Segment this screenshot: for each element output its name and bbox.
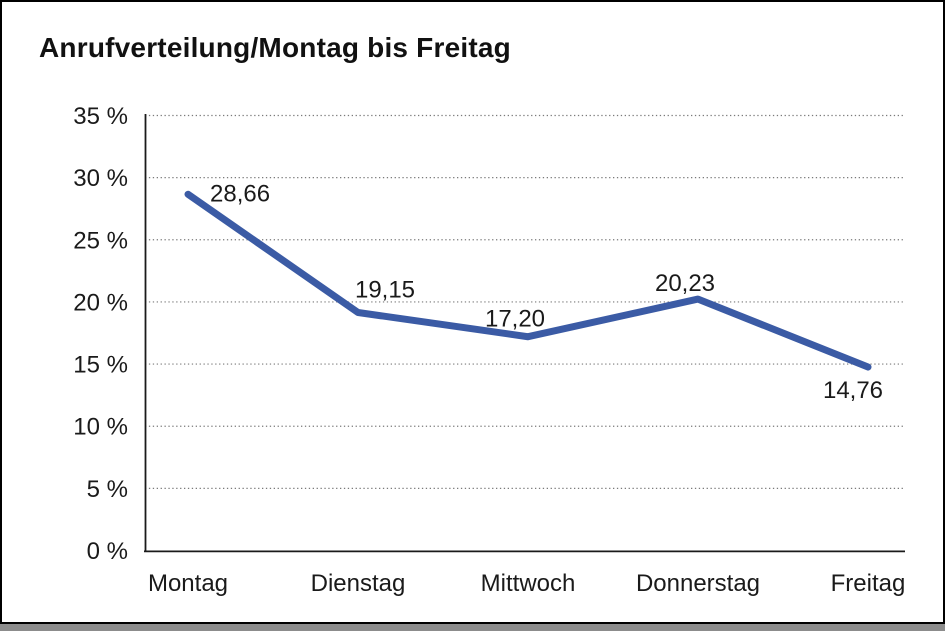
y-tick-label: 5 %: [87, 476, 128, 503]
data-point-value-label: 20,23: [655, 270, 715, 297]
data-point-value-label: 28,66: [210, 180, 270, 207]
gridlines: [145, 114, 905, 489]
x-category-label: Donnerstag: [636, 570, 760, 597]
data-value-labels: 28,66 19,15 17,20 20,23 14,76: [210, 180, 883, 404]
y-tick-label: 35 %: [73, 103, 128, 130]
axes: [144, 114, 905, 553]
y-tick-label: 20 %: [73, 289, 128, 316]
y-tick-label: 0 %: [87, 538, 128, 565]
x-category-label: Freitag: [831, 570, 906, 597]
chart-title: Anrufverteilung/Montag bis Freitag: [39, 32, 511, 63]
x-axis-category-labels: Montag Dienstag Mittwoch Donnerstag Freitag: [148, 570, 905, 597]
y-axis-tick-labels: 0 % 5 % 10 % 15 % 20 % 25 % 30 % 35 %: [73, 103, 128, 565]
x-category-label: Dienstag: [311, 570, 406, 597]
frame-bottom-shadow: [0, 624, 945, 631]
data-point-value-label: 14,76: [823, 377, 883, 404]
y-tick-label: 25 %: [73, 227, 128, 254]
data-series: [184, 190, 872, 371]
y-tick-label: 10 %: [73, 414, 128, 441]
data-point-value-label: 19,15: [355, 276, 415, 303]
y-tick-label: 30 %: [73, 165, 128, 192]
x-category-label: Mittwoch: [481, 570, 576, 597]
y-tick-label: 15 %: [73, 352, 128, 379]
x-category-label: Montag: [148, 570, 228, 597]
series-line: [184, 190, 872, 371]
data-point-value-label: 17,20: [485, 306, 545, 333]
